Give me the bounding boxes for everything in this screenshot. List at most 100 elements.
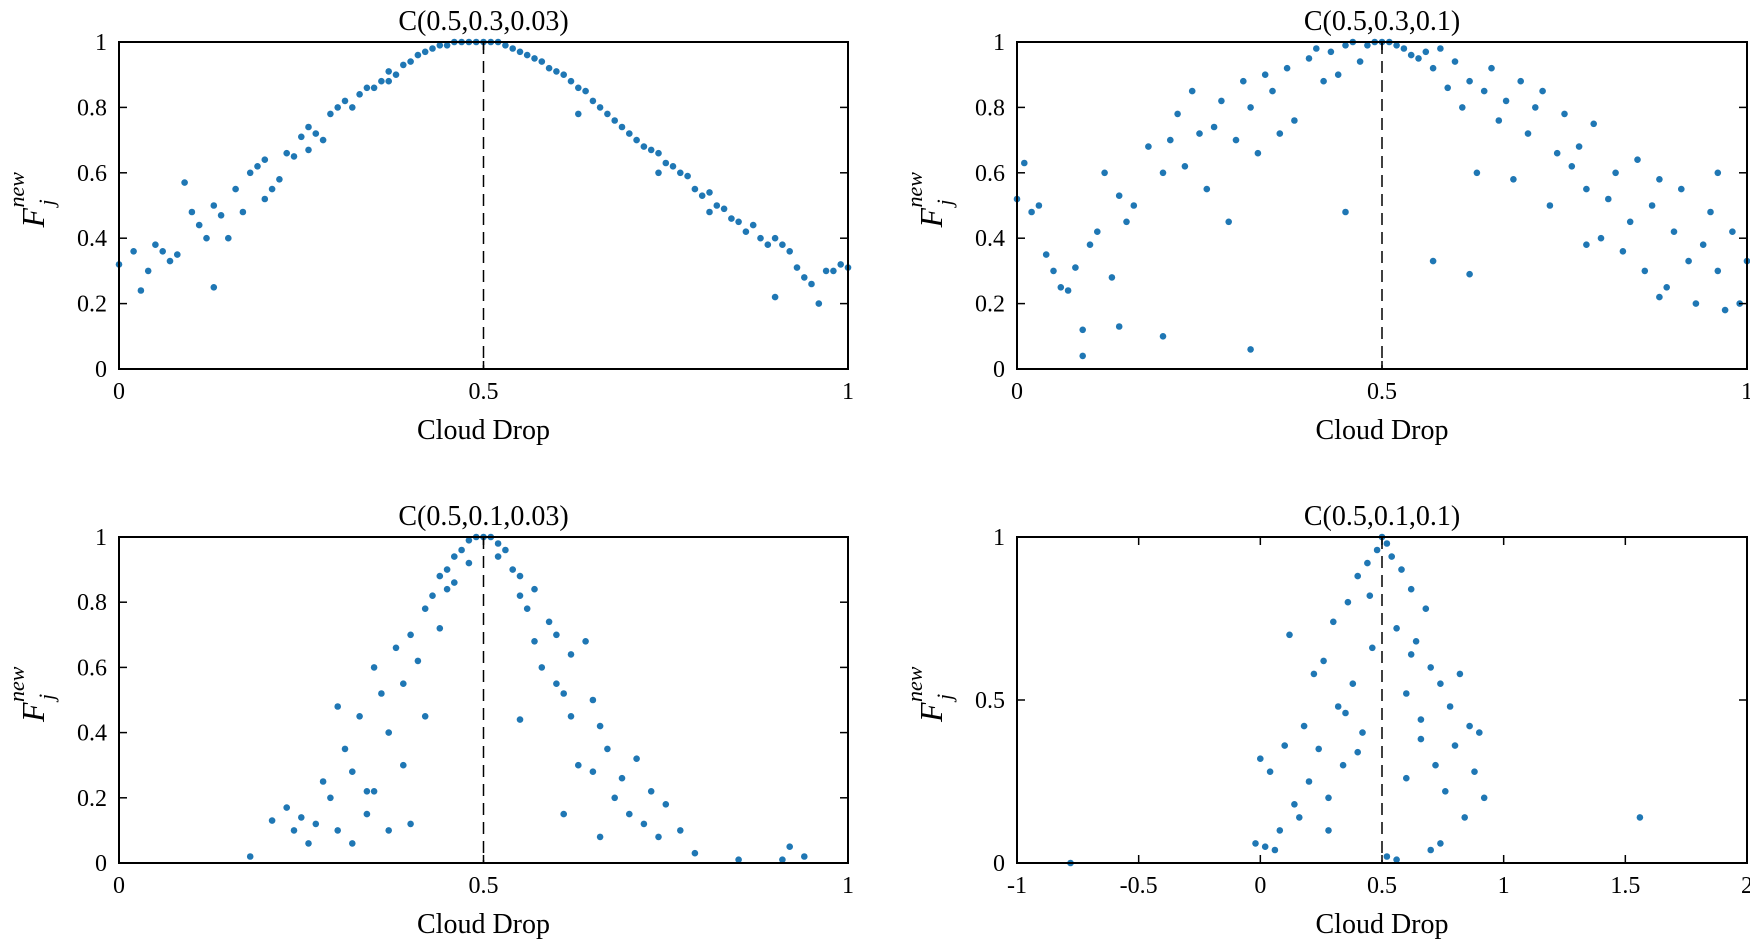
data-point: [589, 97, 597, 105]
data-point: [1612, 169, 1619, 177]
data-point: [1072, 264, 1079, 271]
data-point: [407, 631, 414, 639]
data-point: [560, 810, 567, 818]
data-point: [334, 827, 342, 834]
data-point: [1320, 657, 1327, 665]
data-point: [1050, 267, 1057, 275]
data-point: [188, 208, 196, 216]
data-point: [1079, 352, 1086, 360]
data-point: [1432, 761, 1439, 769]
data-point: [596, 104, 604, 111]
data-point: [1502, 97, 1510, 105]
x-tick-label: 1: [1741, 379, 1750, 405]
data-point: [596, 833, 604, 841]
x-axis-label: Cloud Drop: [1316, 909, 1449, 940]
y-label-base: F: [15, 208, 51, 229]
y-tick-label: 0: [95, 851, 107, 877]
data-point: [414, 51, 422, 59]
data-point: [1407, 651, 1415, 658]
data-point: [1130, 202, 1138, 209]
data-point: [1266, 768, 1274, 775]
chart-title: C(0.5,0.1,0.1): [1304, 501, 1460, 532]
data-point: [1471, 768, 1478, 775]
y-tick-label: 0: [993, 851, 1005, 877]
y-tick-label: 0.8: [77, 590, 107, 616]
data-point: [560, 71, 567, 78]
data-point: [1240, 77, 1247, 85]
data-point: [1412, 638, 1420, 645]
data-point: [1388, 553, 1395, 560]
data-point: [407, 820, 414, 828]
data-point: [1247, 104, 1254, 111]
data-point: [1349, 680, 1357, 687]
data-point: [305, 146, 312, 154]
data-point: [1064, 287, 1072, 294]
data-point: [370, 664, 378, 671]
data-point: [1057, 284, 1065, 291]
data-point: [611, 117, 618, 124]
chart-panel-4: C(0.5,0.1,0.1) -1 -0.5 0 0.5 1 1.5 2 0 0.5 1 Cloud …: [902, 501, 1750, 940]
data-point: [618, 774, 626, 782]
data-point: [1383, 853, 1391, 860]
data-point: [283, 149, 291, 157]
data-point: [1446, 703, 1454, 710]
data-point: [1641, 267, 1649, 275]
data-point: [1400, 45, 1408, 52]
data-point: [1339, 761, 1347, 769]
data-point: [203, 234, 210, 242]
data-point: [327, 794, 334, 802]
data-point: [356, 91, 363, 98]
data-point: [1159, 333, 1167, 340]
data-point: [1466, 77, 1473, 85]
data-point: [1429, 257, 1437, 265]
data-point: [830, 267, 837, 275]
x-tick-label: 1: [842, 873, 854, 899]
data-point: [137, 287, 145, 294]
data-point: [1028, 208, 1035, 216]
data-point: [305, 123, 312, 131]
data-point: [662, 801, 670, 808]
data-point: [443, 566, 451, 573]
data-point: [246, 853, 254, 860]
data-point: [779, 856, 786, 863]
data-point: [545, 618, 553, 626]
data-points: [246, 533, 808, 863]
x-tick-label: 1: [1498, 873, 1510, 899]
data-point: [1393, 42, 1400, 49]
chart-title: C(0.5,0.3,0.1): [1304, 6, 1460, 37]
y-tick-label: 0.4: [77, 721, 107, 747]
data-point: [1729, 228, 1736, 235]
data-point: [509, 45, 516, 52]
data-point: [626, 130, 633, 137]
data-point: [1429, 64, 1437, 72]
y-tick-label: 0.4: [975, 226, 1005, 252]
data-point: [1393, 625, 1400, 632]
data-point: [567, 713, 575, 720]
data-point: [1218, 97, 1225, 105]
y-label-subscript: j: [932, 694, 957, 703]
data-point: [1291, 117, 1298, 124]
data-point: [582, 638, 589, 645]
data-point: [1568, 163, 1576, 170]
data-point: [217, 212, 225, 219]
x-tick-label: 2: [1741, 873, 1750, 899]
data-point: [633, 136, 640, 144]
x-tick-label: 1.5: [1610, 873, 1640, 899]
data-point: [742, 228, 750, 235]
chart-title: C(0.5,0.1,0.03): [398, 501, 568, 532]
data-point: [1437, 840, 1444, 847]
data-point: [1042, 251, 1050, 258]
chart-panel-3: C(0.5,0.1,0.03) 0 0.5 1 0 0.2 0.4 0.6 0.8 1 Cloud …: [4, 501, 854, 940]
data-point: [421, 48, 429, 56]
data-point: [1678, 185, 1685, 193]
y-tick-label: 0: [95, 357, 107, 383]
data-point: [1437, 45, 1444, 52]
data-point: [1373, 546, 1381, 554]
data-point: [633, 755, 640, 762]
data-point: [1325, 827, 1332, 834]
data-point: [567, 651, 575, 658]
data-point: [1315, 745, 1322, 753]
data-point: [1459, 104, 1466, 111]
data-point: [1656, 293, 1663, 301]
